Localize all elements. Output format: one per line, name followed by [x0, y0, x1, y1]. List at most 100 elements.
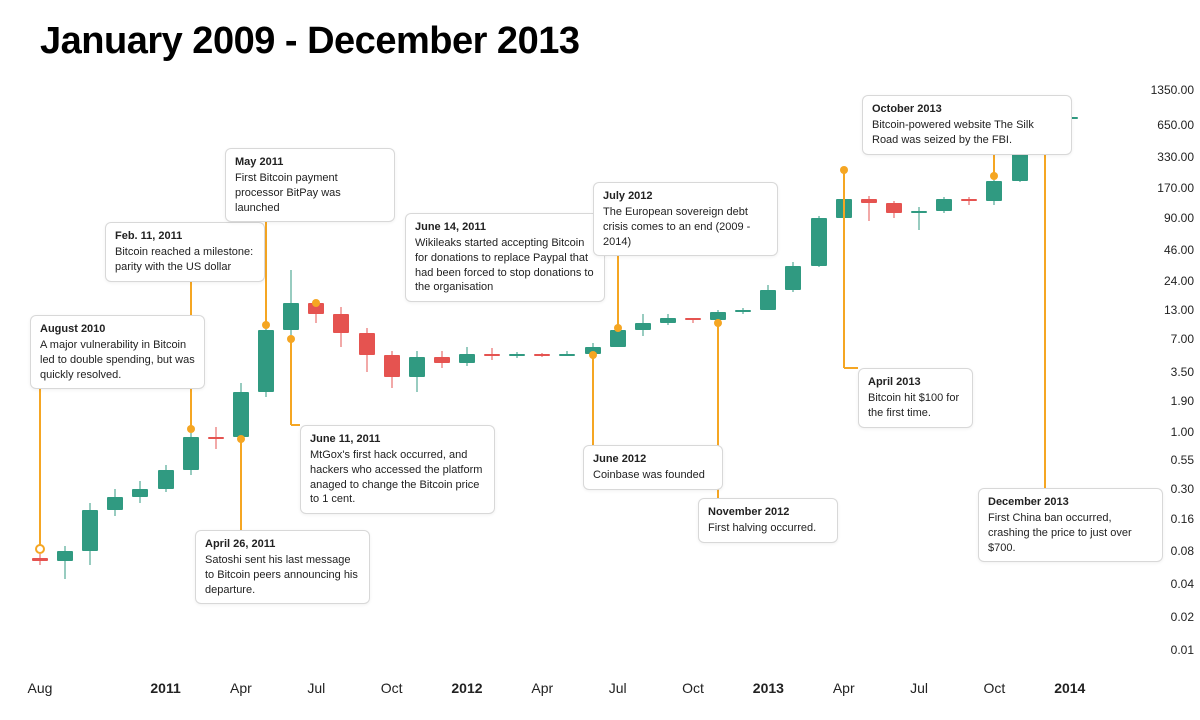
- annotation-title: October 2013: [872, 102, 1062, 117]
- annotation-text: Satoshi sent his last message to Bitcoin…: [205, 554, 358, 596]
- annotation-title: June 2012: [593, 452, 713, 467]
- annotation-connector: [290, 339, 292, 425]
- annotation-marker-icon: [990, 172, 998, 180]
- candle: [811, 216, 827, 268]
- annotation-text: First Bitcoin payment processor BitPay w…: [235, 172, 341, 214]
- x-axis-label: Aug: [28, 680, 53, 696]
- candle: [685, 318, 701, 323]
- y-axis-label: 1.90: [1171, 394, 1194, 408]
- y-axis-label: 13.00: [1164, 303, 1194, 317]
- candle: [861, 196, 877, 221]
- y-axis-label: 0.30: [1171, 482, 1194, 496]
- annotation-callout: April 2013 Bitcoin hit $100 for the first…: [858, 368, 973, 428]
- candle: [32, 554, 48, 565]
- annotation-text: Bitcoin-powered website The Silk Road wa…: [872, 119, 1034, 146]
- x-axis-label: Oct: [682, 680, 704, 696]
- candle: [283, 270, 299, 339]
- annotation-text: The European sovereign debt crisis comes…: [603, 206, 750, 248]
- annotation-marker-icon: [312, 299, 320, 307]
- annotation-title: July 2012: [603, 189, 768, 204]
- candle: [509, 352, 525, 359]
- candle: [384, 351, 400, 388]
- candle: [886, 201, 902, 218]
- y-axis-label: 0.02: [1171, 610, 1194, 624]
- candle: [208, 427, 224, 448]
- annotation-marker-icon: [589, 351, 597, 359]
- annotation-callout: December 2013First China ban occurred, c…: [978, 488, 1163, 562]
- annotation-connector: [291, 424, 300, 426]
- x-axis-label: Jul: [609, 680, 627, 696]
- candle: [434, 351, 450, 369]
- candle: [936, 197, 952, 213]
- x-axis-label: Jul: [307, 680, 325, 696]
- x-axis-label: 2014: [1054, 680, 1085, 696]
- annotation-title: May 2011: [235, 155, 385, 170]
- x-axis-label: Apr: [833, 680, 855, 696]
- y-axis-label: 3.50: [1171, 365, 1194, 379]
- annotation-marker-icon: [287, 335, 295, 343]
- candle: [986, 176, 1002, 205]
- annotation-title: April 26, 2011: [205, 537, 360, 552]
- annotation-text: Bitcoin reached a milestone: parity with…: [115, 246, 253, 273]
- annotation-callout: June 14, 2011Wikileaks started accepting…: [405, 213, 605, 302]
- annotation-callout: April 26, 2011 Satoshi sent his last mess…: [195, 530, 370, 604]
- annotation-marker-icon: [714, 319, 722, 327]
- x-axis-label: Oct: [984, 680, 1006, 696]
- annotation-connector: [843, 170, 845, 368]
- y-axis-label: 330.00: [1157, 150, 1194, 164]
- annotation-connector: [265, 222, 267, 325]
- candle: [484, 348, 500, 360]
- candle: [534, 353, 550, 358]
- x-axis-label: Jul: [910, 680, 928, 696]
- annotation-marker-icon: [614, 324, 622, 332]
- candle: [258, 325, 274, 397]
- annotation-connector: [617, 256, 619, 328]
- x-axis-label: Oct: [381, 680, 403, 696]
- candle: [132, 481, 148, 503]
- annotation-connector: [1044, 148, 1046, 488]
- y-axis-label: 0.04: [1171, 577, 1194, 591]
- annotation-title: November 2012: [708, 505, 828, 520]
- y-axis-label: 1.00: [1171, 425, 1194, 439]
- x-axis-label: Apr: [531, 680, 553, 696]
- x-axis-label: 2012: [451, 680, 482, 696]
- annotation-title: Feb. 11, 2011: [115, 229, 255, 244]
- chart-title: January 2009 - December 2013: [40, 20, 579, 63]
- y-axis-label: 0.55: [1171, 453, 1194, 467]
- candle: [735, 308, 751, 314]
- annotation-marker-icon: [187, 425, 195, 433]
- annotation-callout: October 2013 Bitcoin-powered website The …: [862, 95, 1072, 155]
- annotation-marker-icon: [35, 544, 45, 554]
- candle: [409, 351, 425, 392]
- annotation-callout: June 2012 Coinbase was founded: [583, 445, 723, 490]
- annotation-marker-icon: [262, 321, 270, 329]
- candle: [333, 307, 349, 347]
- candle: [760, 285, 776, 310]
- candle: [233, 383, 249, 440]
- annotation-title: June 11, 2011: [310, 432, 485, 447]
- annotation-callout: Feb. 11, 2011 Bitcoin reached a milestone…: [105, 222, 265, 282]
- annotation-text: Bitcoin hit $100 for the first time.: [868, 392, 959, 419]
- candle: [57, 546, 73, 579]
- y-axis-label: 170.00: [1157, 181, 1194, 195]
- annotation-title: December 2013: [988, 495, 1153, 510]
- x-axis-label: Apr: [230, 680, 252, 696]
- candle: [961, 197, 977, 204]
- annotation-title: April 2013: [868, 375, 963, 390]
- x-axis-label: 2011: [150, 680, 180, 696]
- y-axis-label: 90.00: [1164, 211, 1194, 225]
- candle: [183, 432, 199, 475]
- candle: [82, 503, 98, 565]
- candle: [459, 347, 475, 366]
- annotation-callout: August 2010A major vulnerability in Bitc…: [30, 315, 205, 389]
- annotation-connector: [39, 389, 41, 549]
- candle: [785, 262, 801, 292]
- candle: [359, 328, 375, 373]
- annotation-text: Coinbase was founded: [593, 469, 705, 481]
- y-axis-label: 24.00: [1164, 274, 1194, 288]
- y-axis-label: 0.01: [1171, 643, 1194, 657]
- annotation-title: June 14, 2011: [415, 220, 595, 235]
- annotation-marker-icon: [237, 435, 245, 443]
- annotation-callout: November 2012First halving occurred.: [698, 498, 838, 543]
- candle: [911, 207, 927, 231]
